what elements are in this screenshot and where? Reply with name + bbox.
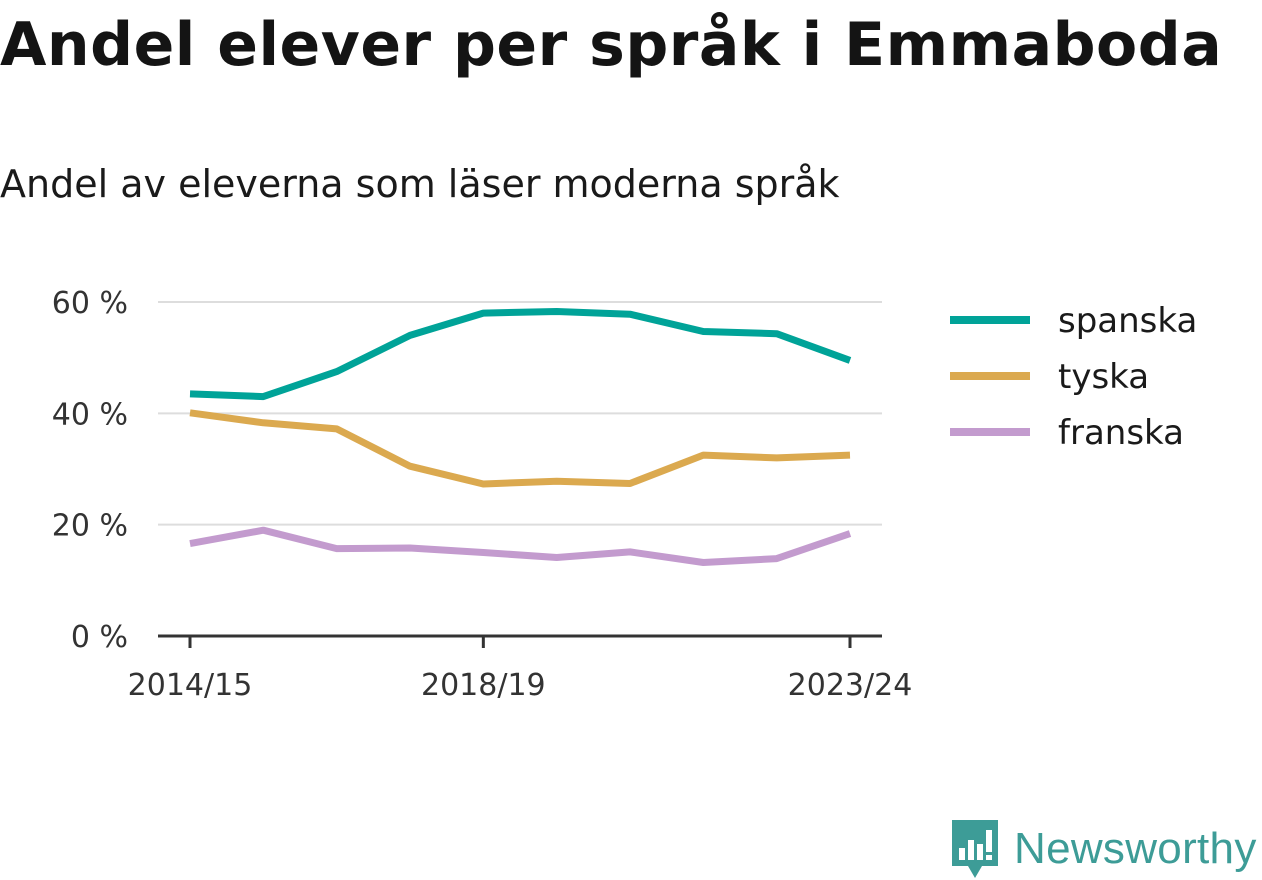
brand-name: Newsworthy bbox=[1014, 824, 1257, 873]
legend-label-spanska: spanska bbox=[1058, 301, 1197, 341]
chart-title: Andel elever per språk i Emmaboda bbox=[0, 10, 1223, 80]
x-tick-label: 2014/15 bbox=[128, 668, 253, 703]
series-line-spanska bbox=[189, 308, 852, 401]
y-tick-label: 60 % bbox=[52, 286, 128, 321]
bar-chart-speech-bubble-icon bbox=[952, 820, 998, 878]
legend-label-tyska: tyska bbox=[1058, 357, 1149, 397]
y-tick-label: 20 % bbox=[52, 509, 128, 544]
brand: Newsworthy bbox=[950, 818, 1257, 880]
series-line-franska bbox=[189, 526, 852, 566]
chart-subtitle: Andel av eleverna som läser moderna språ… bbox=[0, 162, 840, 206]
x-tick-label: 2023/24 bbox=[788, 668, 913, 703]
y-tick-label: 0 % bbox=[71, 620, 128, 655]
series-line-tyska bbox=[189, 409, 851, 488]
y-tick-label: 40 % bbox=[52, 397, 128, 432]
x-tick-label: 2018/19 bbox=[421, 668, 546, 703]
legend-label-franska: franska bbox=[1058, 413, 1184, 453]
